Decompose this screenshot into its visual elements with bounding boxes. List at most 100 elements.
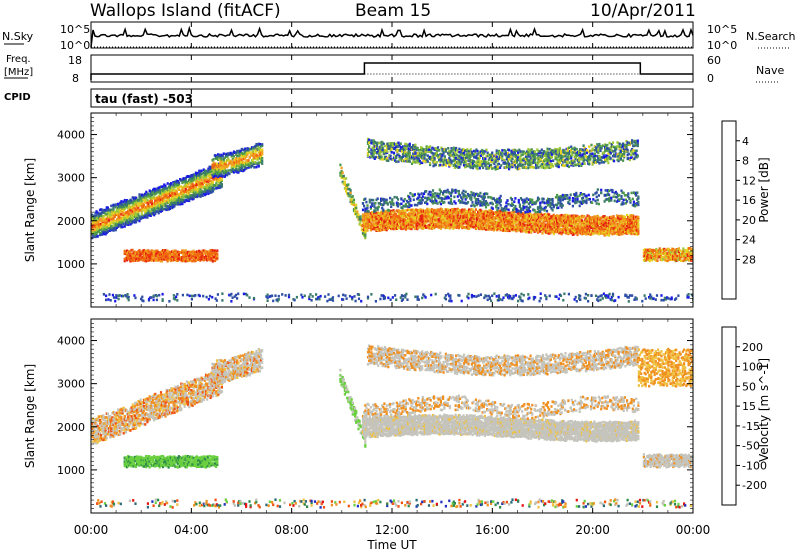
data-cell — [248, 151, 251, 155]
data-cell — [189, 180, 192, 184]
data-cell — [158, 199, 161, 202]
data-cell — [157, 211, 160, 215]
data-cell — [527, 202, 530, 206]
data-cell — [97, 224, 100, 227]
data-cell — [465, 202, 468, 205]
data-cell — [609, 221, 612, 224]
data-cell — [614, 231, 617, 235]
data-cell — [110, 214, 113, 218]
data-cell — [368, 200, 371, 204]
data-cell — [150, 212, 153, 216]
data-cell — [524, 220, 527, 223]
data-cell — [199, 250, 202, 254]
data-cell — [180, 189, 183, 192]
data-cell — [174, 192, 177, 196]
data-cell — [418, 195, 421, 199]
data-cell — [582, 223, 585, 227]
data-cell — [469, 194, 472, 197]
data-cell — [150, 196, 153, 200]
data-cell — [153, 195, 156, 199]
data-cell — [635, 228, 638, 231]
data-cell — [107, 226, 111, 230]
data-cell — [560, 206, 563, 209]
data-cell — [543, 201, 546, 205]
data-cell — [202, 190, 205, 193]
freq-label: Freq. — [6, 54, 31, 65]
data-cell — [227, 152, 230, 155]
data-cell — [226, 165, 229, 169]
data-cell — [131, 220, 134, 224]
data-cell — [140, 202, 143, 206]
data-cell — [602, 226, 605, 229]
data-cell — [376, 225, 379, 229]
data-cell — [228, 153, 231, 156]
data-cell — [218, 163, 221, 167]
data-cell — [252, 154, 255, 158]
data-cell — [603, 200, 606, 203]
data-cell — [447, 224, 450, 227]
data-cell — [378, 227, 381, 231]
data-cell — [453, 225, 456, 228]
data-cell — [425, 220, 428, 223]
data-cell — [442, 212, 445, 215]
data-cell — [523, 198, 526, 202]
data-cell — [210, 180, 213, 183]
data-cell — [442, 225, 445, 229]
data-cell — [136, 257, 139, 260]
data-cell — [155, 249, 158, 253]
data-cell — [421, 227, 424, 230]
data-cell — [187, 259, 191, 262]
data-cell — [195, 256, 198, 259]
data-cell — [630, 224, 633, 228]
data-cell — [92, 221, 95, 224]
data-cell — [232, 165, 235, 169]
data-cell — [231, 167, 234, 171]
data-cell — [425, 190, 428, 193]
data-cell — [112, 214, 115, 217]
data-cell — [126, 220, 129, 223]
data-cell — [114, 222, 117, 226]
data-cell — [224, 173, 228, 176]
data-cell — [202, 177, 205, 180]
data-cell — [565, 231, 568, 235]
data-cell — [635, 215, 638, 219]
data-cell — [444, 195, 447, 199]
nsky-tick-bottom: 10^0 — [60, 39, 90, 52]
data-cell — [375, 229, 378, 232]
data-cell — [168, 207, 172, 210]
data-cell — [399, 202, 402, 206]
data-cell — [519, 209, 523, 212]
data-cell — [145, 214, 148, 218]
data-cell — [413, 219, 416, 223]
data-cell — [345, 190, 348, 193]
data-cell — [174, 257, 177, 261]
data-cell — [158, 207, 161, 210]
data-cell — [159, 252, 162, 256]
data-cell — [464, 217, 467, 220]
data-cell — [356, 210, 359, 214]
data-cell — [223, 156, 226, 160]
data-cell — [557, 206, 560, 210]
data-cell — [440, 197, 444, 200]
data-cell — [383, 217, 386, 220]
data-cell — [244, 167, 247, 171]
data-cell — [390, 205, 393, 208]
data-cell — [626, 220, 629, 224]
data-cell — [523, 201, 526, 205]
data-cell — [532, 224, 535, 227]
data-cell — [115, 213, 118, 217]
data-cell — [195, 252, 198, 256]
data-cell — [489, 219, 492, 223]
data-cell — [216, 252, 219, 256]
data-cell — [374, 209, 377, 213]
data-cell — [232, 155, 235, 158]
data-cell — [143, 254, 147, 258]
data-cell — [431, 189, 435, 192]
data-cell — [543, 216, 546, 220]
data-cell — [173, 204, 176, 208]
data-cell — [595, 217, 598, 220]
data-cell — [497, 221, 500, 225]
data-cell — [391, 220, 394, 224]
data-cell — [392, 209, 395, 212]
data-cell — [210, 251, 213, 255]
